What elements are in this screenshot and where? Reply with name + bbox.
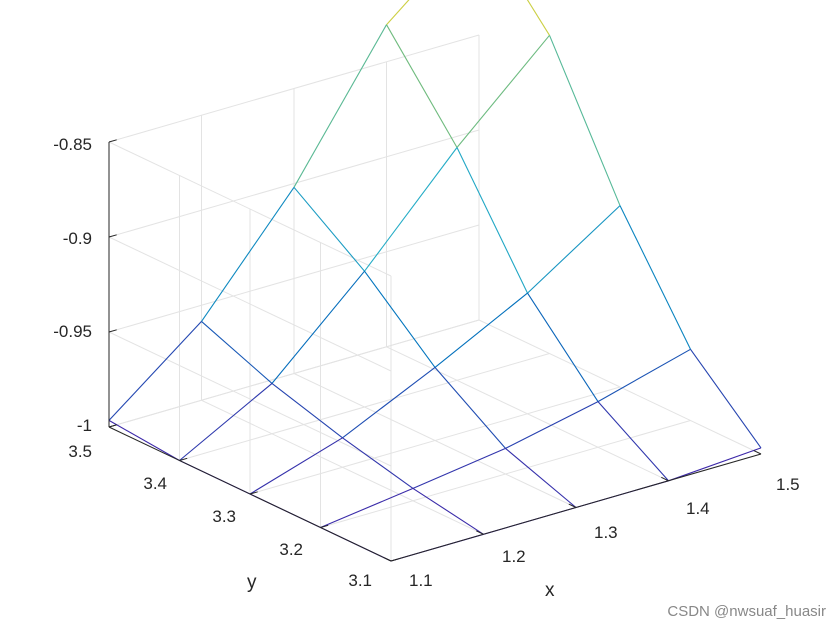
mesh-edge [342,437,414,489]
mesh-edge [108,321,202,421]
mesh-edge [201,320,273,384]
z-tick-label: -1 [77,416,92,435]
mesh-edge [249,437,343,495]
x-tick-mark [476,530,484,535]
floor-grid-line [249,386,621,495]
floor-grid-line [179,353,550,461]
mesh-edge [434,367,506,449]
mesh-edge [526,0,550,36]
y-tick-labels: 3.1 3.2 3.3 3.4 3.5 [68,442,372,590]
y-tick-label: 3.1 [348,571,372,590]
mesh-edge [293,24,387,188]
z-tick-mark [108,234,117,238]
y-tick-label: 3.3 [212,507,236,526]
mesh-edge [342,366,436,439]
x-tick-mark [383,557,392,562]
mesh-edge [179,382,273,461]
mesh-edge [320,487,414,529]
floor-grid-line [320,420,691,528]
mesh-edge [690,348,762,449]
x-axis-label: x [545,580,555,601]
z-tick-label: -0.95 [53,322,92,341]
x-tick-label: 1.1 [409,571,433,590]
wall-grid-line [108,319,480,428]
mesh-edge [386,24,458,148]
mesh-edge [108,419,180,461]
x-tick-label: 1.2 [502,547,526,566]
x-tick-labels: 1.1 1.2 1.3 1.4 1.5 [409,475,800,590]
mesh-edge [619,205,691,350]
z-tick-labels: -1 -0.95 -0.9 -0.85 [53,135,92,435]
mesh-edge [548,35,621,206]
y-tick-label: 3.4 [143,474,167,493]
mesh-edge [527,205,621,294]
wall-grid-line [108,129,480,238]
x-tick-mark [753,450,762,455]
wall-grid-line [108,224,480,333]
watermark: CSDN @nwsuaf_huasir [667,603,826,620]
mesh-edge [597,348,691,403]
mesh-edge [271,270,365,384]
mesh-edge [293,186,365,272]
wall-grid-line [108,236,392,372]
z-tick-mark [108,424,117,428]
y-tick-label: 3.2 [279,540,303,559]
x-tick-label: 1.3 [594,523,618,542]
mesh-edge [412,487,484,535]
z-tick-mark [108,329,117,333]
mesh-edge [364,147,458,272]
y-tick-mark [390,558,399,562]
mesh-edge [271,382,343,439]
z-tick-label: -0.85 [53,135,92,154]
mesh-edge [412,447,506,489]
mesh-edge [386,0,410,26]
z-tick-label: -0.9 [63,229,92,248]
y-tick-mark [249,491,258,495]
mesh-edge [597,401,669,482]
mesh-edge [505,401,599,449]
y-axis-label: y [247,572,257,593]
wall-grid-line [108,34,480,143]
mesh-edge [456,34,550,148]
surface-mesh [108,0,762,562]
x-tick-mark [568,503,577,508]
axes [108,139,762,562]
mesh-edge [201,186,295,322]
mesh-edge [668,447,762,482]
wall-grid-line [108,331,392,467]
z-tick-mark [108,139,117,143]
mesh-edge [527,292,599,402]
wall-grid-line [108,141,392,277]
y-tick-label: 3.5 [68,442,92,461]
x-tick-mark [661,476,669,482]
mesh-edge [456,147,528,294]
mesh-edge [505,447,577,508]
mesh-edge [434,292,528,368]
y-tick-mark [179,457,188,461]
x-tick-label: 1.5 [776,475,800,494]
mesh-edge [364,270,436,368]
y-tick-mark [320,524,329,528]
x-tick-label: 1.4 [686,499,710,518]
